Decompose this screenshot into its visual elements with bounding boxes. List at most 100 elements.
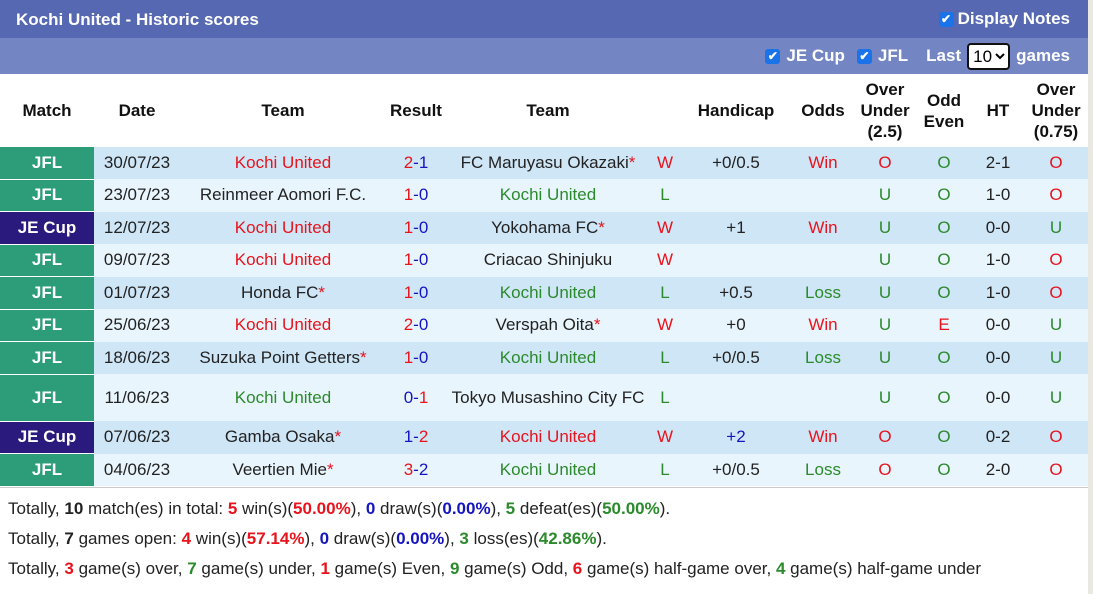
table-row[interactable]: JFL 01/07/23 Honda FC* 1-0 Kochi United L +0.5… [0, 276, 1088, 310]
match-badge: JFL [0, 276, 94, 310]
away-score: 2 [418, 459, 429, 479]
favorite-star-icon: * [593, 315, 601, 335]
table-row[interactable]: JFL 09/07/23 Kochi United 1-0 Criacao Shinju… [0, 244, 1088, 277]
away-team: Kochi United [446, 453, 650, 486]
odd-even: E [916, 309, 972, 342]
date: 23/07/23 [94, 179, 180, 212]
away-team-name: Verspah Oita [495, 315, 594, 335]
away-score: 0 [418, 250, 429, 270]
win-loss: L [650, 179, 680, 212]
table-row[interactable]: JE Cup 07/06/23 Gamba Osaka* 1-2 Kochi Unite… [0, 421, 1088, 454]
jfl-checkbox[interactable]: ✔ [856, 48, 872, 64]
over-under-2-5: U [854, 341, 916, 374]
table-row[interactable]: JFL 18/06/23 Suzuka Point Getters* 1-0 Kochi… [0, 341, 1088, 375]
odds-result: Loss [792, 453, 854, 486]
half-time-score: 2-1 [972, 147, 1024, 179]
away-team-name: Kochi United [499, 347, 597, 367]
odds-result: Win [792, 147, 854, 179]
half-time-score: 2-0 [972, 453, 1024, 486]
summary-text: Totally, [8, 528, 65, 548]
away-score: 0 [418, 185, 429, 205]
odd-even: O [916, 374, 972, 421]
handicap [680, 179, 792, 212]
win-loss: L [650, 276, 680, 309]
home-score: 1 [403, 185, 414, 205]
last-games-select[interactable]: 10 [967, 42, 1011, 70]
summary-text: loss(es)( [468, 528, 539, 548]
title-bar: Kochi United - Historic scores ✔ Display … [0, 0, 1088, 38]
win-loss: L [650, 374, 680, 421]
match-badge: JFL [0, 179, 94, 212]
handicap [680, 374, 792, 421]
match-badge: JFL [0, 374, 94, 422]
col-over-under-2-5: Over Under (2.5) [860, 80, 910, 141]
result: 1-0 [386, 341, 446, 374]
odd-even: O [916, 276, 972, 309]
table-row[interactable]: JFL 30/07/23 Kochi United 2-1 FC Maruyasu Ok… [0, 147, 1088, 180]
summary-value: 4 [181, 528, 192, 548]
summary-text: game(s) under, [196, 558, 321, 578]
summary-value: 4 [775, 558, 786, 578]
away-team: Kochi United [446, 421, 650, 454]
over-under-2-5: U [854, 179, 916, 212]
score-dash: - [413, 153, 419, 172]
over-under-0-75: O [1024, 453, 1088, 486]
summary-text: games open: [73, 528, 182, 548]
away-score: 2 [418, 427, 429, 447]
favorite-star-icon: * [598, 217, 605, 237]
half-time-score: 0-0 [972, 211, 1024, 244]
over-under-0-75: U [1024, 309, 1088, 342]
home-team-name: Honda FC [240, 282, 319, 302]
summary-text: ). [596, 528, 607, 548]
summary-value: 0.00% [442, 498, 491, 518]
summary-text: match(es) in total: [83, 498, 228, 518]
over-under-0-75: U [1024, 374, 1088, 421]
home-team: Kochi United [180, 147, 386, 179]
summary-text: Totally, [8, 558, 65, 578]
summary-value: 42.86% [538, 528, 597, 548]
score-dash: - [413, 427, 419, 447]
date: 04/06/23 [94, 453, 180, 486]
away-team-name: Kochi United [499, 185, 597, 205]
home-team-name: Veertien Mie [232, 459, 327, 479]
summary-text: ). [659, 498, 671, 518]
result: 2-1 [386, 147, 446, 179]
over-under-0-75: O [1024, 421, 1088, 454]
table-row[interactable]: JFL 11/06/23 Kochi United 0-1 Tokyo Musashin… [0, 374, 1088, 422]
col-handicap: Handicap [697, 101, 775, 120]
games-label: games [1016, 46, 1070, 65]
favorite-star-icon: * [326, 459, 334, 479]
table-row[interactable]: JE Cup 12/07/23 Kochi United 1-0 Yokohama FC… [0, 211, 1088, 245]
odds-result: Win [792, 421, 854, 454]
col-win-loss [650, 74, 680, 147]
display-notes-toggle[interactable]: ✔ Display Notes [938, 9, 1070, 29]
handicap: +0/0.5 [680, 147, 792, 179]
result: 0-1 [386, 374, 446, 421]
summary-text: ), [350, 498, 366, 518]
home-team-name: Suzuka Point Getters [199, 347, 360, 367]
away-team-name: Yokohama FC [491, 217, 599, 237]
away-team: Verspah Oita* [446, 309, 650, 342]
over-under-2-5: O [854, 147, 916, 179]
away-team: FC Maruyasu Okazaki* [446, 147, 650, 179]
summary-text: win(s)( [237, 498, 294, 518]
home-team: Kochi United [180, 374, 386, 421]
away-score: 0 [418, 347, 429, 367]
filter-bar: ✔ JE Cup ✔ JFL Last 10 games [0, 38, 1088, 74]
table-row[interactable]: JFL 23/07/23 Reinmeer Aomori F.C. 1-0 Kochi … [0, 179, 1088, 212]
date: 11/06/23 [94, 374, 180, 421]
home-team-name: Kochi United [234, 250, 332, 270]
checkbox-checked-icon[interactable]: ✔ [938, 11, 954, 27]
over-under-2-5: U [854, 211, 916, 244]
table-row[interactable]: JFL 04/06/23 Veertien Mie* 3-2 Kochi United L… [0, 453, 1088, 487]
summary-value: 50.00% [602, 498, 660, 518]
over-under-2-5: O [854, 453, 916, 486]
win-loss: W [650, 309, 680, 342]
away-team-name: Kochi United [499, 459, 597, 479]
half-time-score: 0-2 [972, 421, 1024, 454]
summary-value: 7 [187, 558, 197, 578]
table-row[interactable]: JFL 25/06/23 Kochi United 2-0 Verspah Oita* W… [0, 309, 1088, 342]
summary-value: 3 [459, 528, 469, 548]
result: 1-0 [386, 211, 446, 244]
je-cup-checkbox[interactable]: ✔ [765, 48, 781, 64]
